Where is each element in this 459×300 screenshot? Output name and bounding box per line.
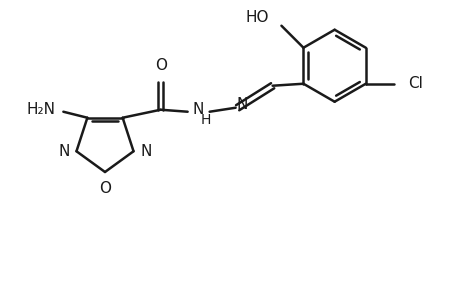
Text: N: N: [192, 102, 204, 117]
Text: N: N: [236, 97, 248, 112]
Text: N: N: [140, 144, 151, 159]
Text: N: N: [58, 144, 69, 159]
Text: H₂N: H₂N: [26, 102, 55, 117]
Text: HO: HO: [246, 10, 269, 25]
Text: O: O: [154, 58, 166, 73]
Text: Cl: Cl: [407, 76, 422, 91]
Text: O: O: [99, 181, 111, 196]
Text: H: H: [200, 113, 210, 127]
